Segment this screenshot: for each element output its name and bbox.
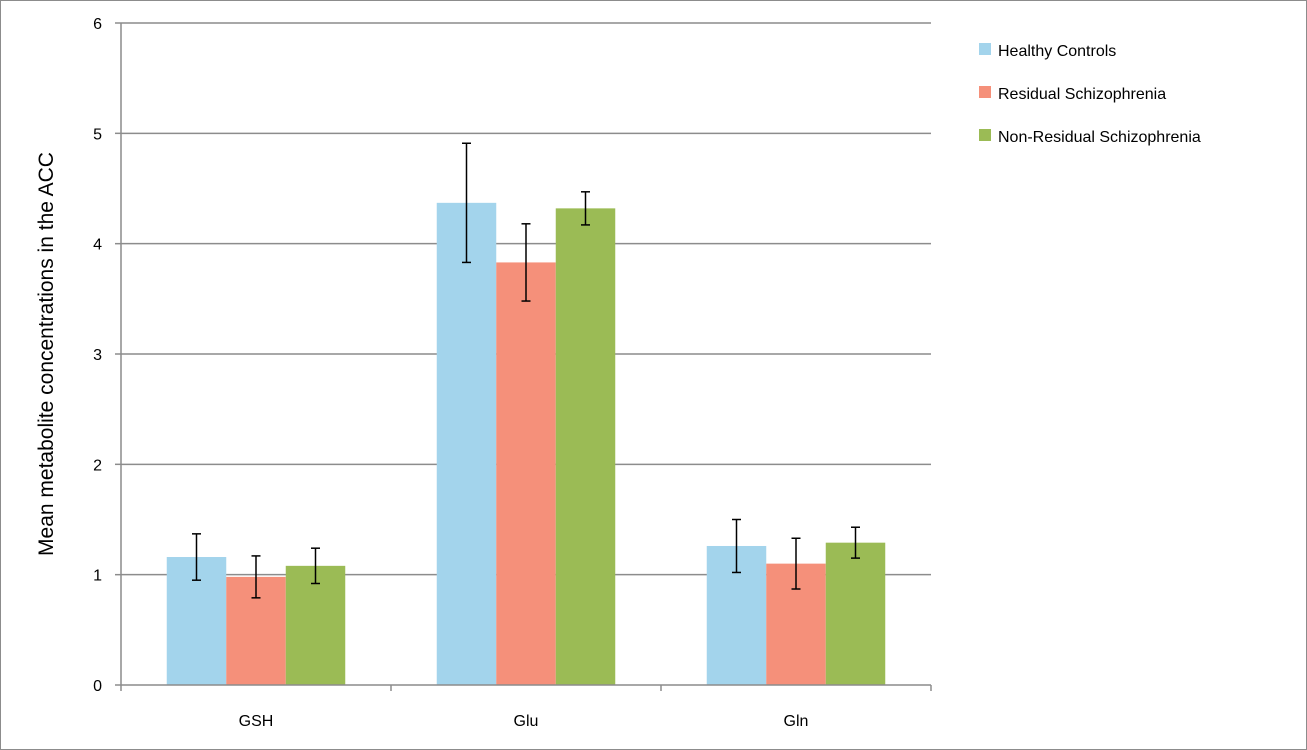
legend-label: Healthy Controls (998, 43, 1116, 60)
legend-swatch (979, 86, 991, 98)
y-tick-label: 1 (93, 568, 102, 585)
y-tick-label: 3 (93, 347, 102, 364)
y-axis-label: Mean metabolite concentrations in the AC… (35, 152, 58, 556)
bar (285, 565, 346, 685)
bar (496, 262, 556, 685)
bars (166, 202, 886, 686)
bar (825, 542, 886, 685)
y-tick-label: 2 (93, 457, 102, 474)
error-bars (192, 142, 860, 599)
bar (436, 202, 497, 686)
axes: 0 1 2 3 4 5 6 GSH Glu Gln (93, 16, 932, 730)
y-tick-label: 5 (93, 126, 102, 143)
legend-label: Residual Schizophrenia (998, 86, 1166, 103)
x-tick-label: Gln (784, 713, 809, 730)
y-tick-label: 4 (93, 237, 102, 254)
legend: Healthy Controls Residual Schizophrenia No… (979, 43, 1201, 146)
x-tick-label: GSH (239, 713, 274, 730)
x-tick-label: Glu (514, 713, 539, 730)
bar (555, 208, 616, 686)
y-tick-label: 0 (93, 678, 102, 695)
legend-swatch (979, 43, 991, 55)
legend-label: Non-Residual Schizophrenia (998, 129, 1201, 146)
legend-swatch (979, 129, 991, 141)
y-tick-label: 6 (93, 16, 102, 33)
